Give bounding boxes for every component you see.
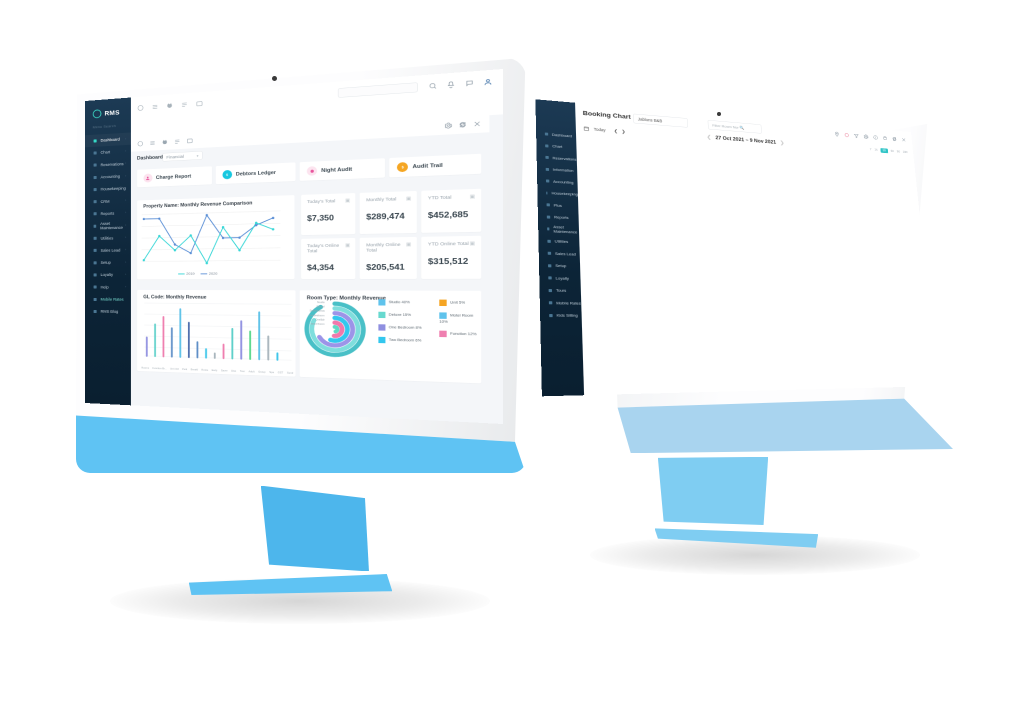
svg-text:$: $	[401, 165, 404, 170]
svg-text:$: $	[226, 172, 228, 176]
